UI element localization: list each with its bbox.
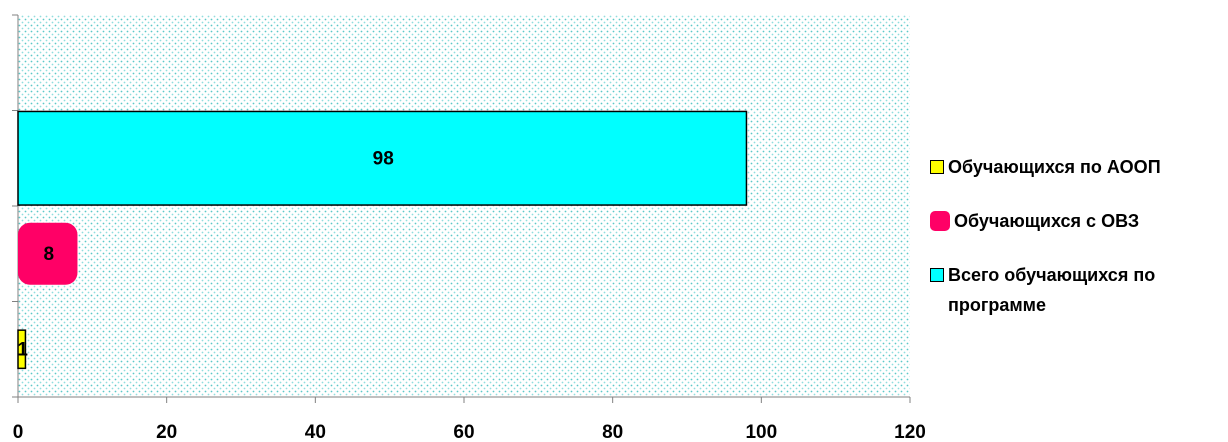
legend-swatch xyxy=(930,211,950,231)
data-label: 8 xyxy=(43,244,54,265)
bar xyxy=(18,222,78,285)
x-tick-label: 60 xyxy=(453,422,474,442)
legend-swatch xyxy=(930,268,944,282)
x-tick-label: 0 xyxy=(13,422,24,442)
legend-item: Обучающихся с ОВЗ xyxy=(930,206,1220,236)
legend-label: Обучающихся по АООП xyxy=(948,157,1161,177)
x-tick-label: 80 xyxy=(602,422,623,442)
plot-area xyxy=(18,15,910,397)
legend-swatch xyxy=(930,160,944,174)
x-tick-label: 120 xyxy=(894,422,926,442)
legend-label: Обучающихся с ОВЗ xyxy=(954,211,1140,231)
legend-item: Всего обучающихся по программе xyxy=(930,260,1220,320)
legend-item: Обучающихся по АООП xyxy=(930,152,1220,182)
bar xyxy=(17,110,748,206)
x-tick-label: 40 xyxy=(305,422,326,442)
data-label: 1 xyxy=(17,339,28,360)
data-label: 98 xyxy=(373,148,394,169)
legend-label: Всего обучающихся по программе xyxy=(948,265,1156,315)
bar xyxy=(17,329,27,370)
x-tick-label: 100 xyxy=(745,422,777,442)
x-tick-label: 20 xyxy=(156,422,177,442)
legend: Обучающихся по АООП Обучающихся с ОВЗ Всег… xyxy=(930,152,1220,344)
